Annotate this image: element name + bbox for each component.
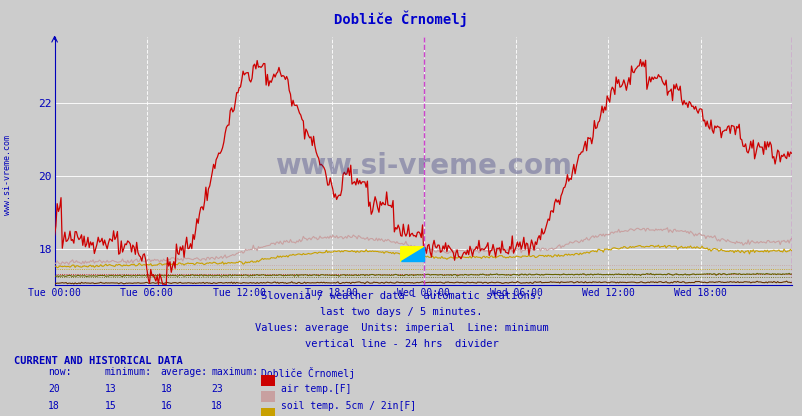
Text: vertical line - 24 hrs  divider: vertical line - 24 hrs divider (304, 339, 498, 349)
Text: air temp.[F]: air temp.[F] (281, 384, 351, 394)
Text: 18: 18 (48, 401, 60, 411)
Text: Dobliče Črnomelj: Dobliče Črnomelj (334, 10, 468, 27)
Text: 23: 23 (211, 384, 223, 394)
Text: CURRENT AND HISTORICAL DATA: CURRENT AND HISTORICAL DATA (14, 356, 183, 366)
Text: 18: 18 (160, 384, 172, 394)
Text: Values: average  Units: imperial  Line: minimum: Values: average Units: imperial Line: mi… (254, 323, 548, 333)
Text: minimum:: minimum: (104, 367, 152, 377)
Text: average:: average: (160, 367, 208, 377)
Text: soil temp. 5cm / 2in[F]: soil temp. 5cm / 2in[F] (281, 401, 415, 411)
Text: www.si-vreme.com: www.si-vreme.com (3, 135, 12, 215)
Text: maximum:: maximum: (211, 367, 258, 377)
Text: 16: 16 (160, 401, 172, 411)
Polygon shape (400, 247, 423, 261)
Text: 13: 13 (104, 384, 116, 394)
Text: 20: 20 (48, 384, 60, 394)
Text: last two days / 5 minutes.: last two days / 5 minutes. (320, 307, 482, 317)
Text: www.si-vreme.com: www.si-vreme.com (274, 152, 571, 180)
Text: 18: 18 (211, 401, 223, 411)
Text: 15: 15 (104, 401, 116, 411)
Text: Slovenia / weather data - automatic stations.: Slovenia / weather data - automatic stat… (261, 291, 541, 301)
Text: now:: now: (48, 367, 71, 377)
Text: Dobliče Črnomelj: Dobliče Črnomelj (261, 367, 354, 379)
Polygon shape (400, 247, 423, 261)
